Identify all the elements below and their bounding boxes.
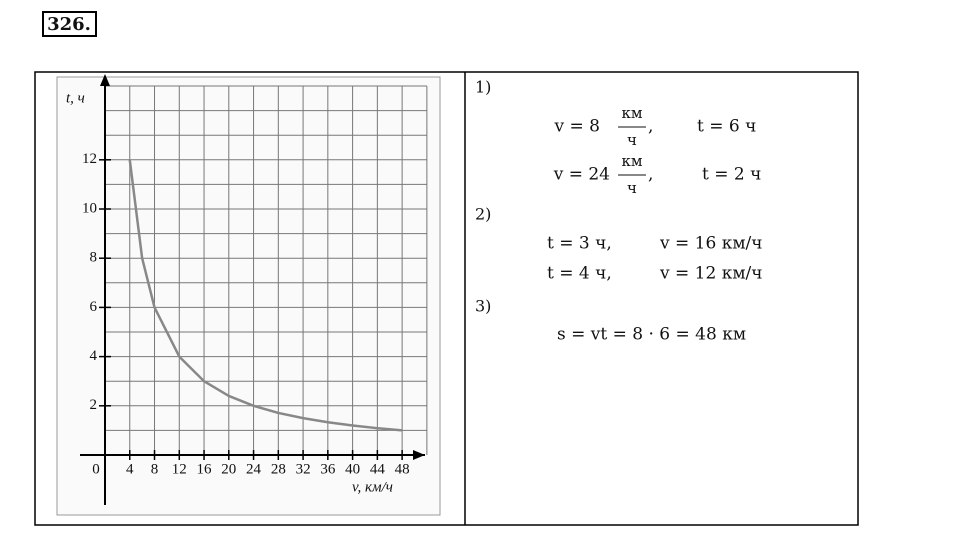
formula: t = 2 ч [702, 165, 761, 185]
curve [128, 159, 403, 432]
fraction-den: ч [627, 131, 637, 149]
y-tick-label: 12 [82, 151, 97, 167]
formula: v = 16 км/ч [659, 234, 763, 254]
problem-number: 326. [47, 14, 91, 35]
formula: t = 4 ч, [547, 264, 612, 284]
x-tick-label: 0 [92, 461, 100, 477]
fraction-den: ч [627, 179, 637, 197]
y-tick-label: 4 [90, 348, 98, 364]
formula: t = 6 ч [697, 117, 756, 137]
formula: v = 12 км/ч [659, 264, 763, 284]
x-tick-label: 32 [296, 461, 311, 477]
formula: t = 3 ч, [547, 234, 612, 254]
x-arrow [413, 450, 425, 460]
x-tick-label: 36 [320, 461, 336, 477]
formula: , [648, 117, 653, 137]
y-arrow [100, 74, 110, 86]
y-tick-label: 6 [90, 299, 98, 315]
x-tick-label: 48 [395, 461, 410, 477]
x-tick-label: 4 [126, 461, 134, 477]
x-tick-label: 24 [246, 461, 262, 477]
x-tick-label: 28 [271, 461, 286, 477]
x-tick-label: 44 [370, 461, 386, 477]
formula: s = vt = 8 · 6 = 48 км [557, 325, 746, 345]
fraction-num: км [621, 152, 642, 170]
fraction-num: км [621, 104, 642, 122]
chart-frame [56, 76, 441, 516]
number-box [42, 11, 97, 37]
part-number: 1) [475, 78, 491, 97]
part-number: 2) [475, 205, 491, 224]
x-axis-label: v, км/ч [352, 479, 393, 495]
y-tick-label: 10 [82, 200, 97, 216]
y-axis-label: t, ч [66, 90, 85, 106]
y-tick-label: 2 [90, 397, 98, 413]
table-border [34, 71, 859, 526]
formula: v = 24 [553, 165, 610, 185]
x-tick-label: 12 [172, 461, 187, 477]
x-tick-label: 16 [197, 461, 213, 477]
x-tick-label: 40 [345, 461, 360, 477]
x-tick-label: 8 [151, 461, 159, 477]
y-tick-label: 8 [90, 250, 98, 266]
part-number: 3) [475, 297, 491, 316]
formula: v = 8 [554, 117, 600, 137]
x-tick-label: 20 [221, 461, 236, 477]
formula: , [648, 165, 653, 185]
